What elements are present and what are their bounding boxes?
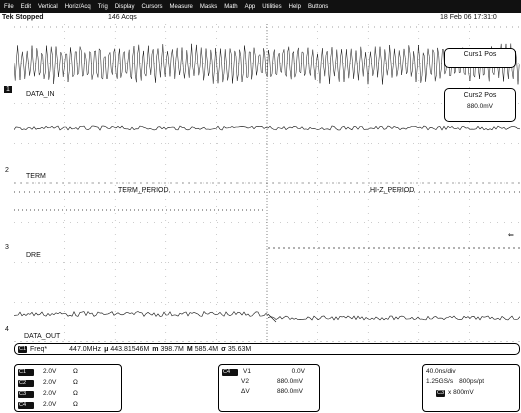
term-period-label: TERM_PERIOD — [118, 187, 169, 194]
timebase-panel[interactable]: 40.0ns/div 1.25GS/s 800ps/pt C3 x 800mV — [422, 364, 520, 412]
menu-measure[interactable]: Measure — [169, 3, 193, 10]
data-out-edge — [267, 313, 277, 323]
cursor-panel[interactable]: C4 V1 0.0V V2 880.0mV ΔV 880.0mV — [218, 364, 320, 412]
trace-label-data-out: DATA_OUT — [24, 333, 61, 340]
menu-edit[interactable]: Edit — [20, 3, 32, 10]
curs2-readout: Curs2 Pos 880.0mV — [444, 88, 516, 122]
ch3-impedance: Ω — [73, 390, 78, 397]
meas-mean: 443.81546M — [110, 345, 150, 353]
data-in-waveform — [13, 43, 520, 85]
hiz-period-label: HI-Z_PERIOD — [370, 187, 415, 194]
dre-low-trace — [13, 310, 269, 317]
curs2-label: Curs2 Pos — [463, 92, 497, 99]
acq-state: Tek Stopped — [2, 14, 44, 21]
sample-rate: 1.25GS/s — [426, 378, 454, 385]
ch2-scale: 2.0V — [43, 379, 57, 386]
curs1-label: Curs1 Pos — [463, 51, 497, 58]
data-out-trace — [267, 315, 521, 321]
ch4-scale: 2.0V — [43, 401, 57, 408]
menu-bar: File Edit Vertical Horiz/Acq Trig Displa… — [0, 0, 521, 13]
ch2-badge: C2 — [18, 380, 34, 387]
menu-math[interactable]: Math — [224, 3, 238, 10]
dv-value: 880.0mV — [276, 388, 303, 395]
trigger-source-badge: C3 — [436, 390, 446, 397]
trace-label-term: TERM — [26, 173, 46, 180]
curs1-readout: Curs1 Pos — [444, 48, 516, 68]
graticule — [13, 24, 521, 343]
ch4-impedance: Ω — [73, 401, 78, 408]
meas-min-symbol: m — [152, 345, 159, 353]
meas-max-symbol: M — [186, 345, 193, 353]
meas-channel-badge: C1 — [18, 345, 28, 353]
ch3-badge: C3 — [18, 391, 34, 398]
meas-sd: 35.63M — [227, 345, 252, 353]
channel-row-3[interactable]: C3 2.0V Ω — [18, 390, 78, 398]
menu-file[interactable]: File — [4, 3, 14, 10]
meas-sd-symbol: σ — [221, 345, 226, 353]
cursor-source-badge: C4 — [222, 369, 238, 376]
channel-row-2[interactable]: C2 2.0V Ω — [18, 379, 78, 387]
meas-mean-symbol: μ — [104, 345, 109, 353]
ch1-marker[interactable]: 1 — [4, 86, 12, 93]
ch3-scale: 2.0V — [43, 390, 57, 397]
menu-cursors[interactable]: Cursors — [141, 3, 163, 10]
menu-masks[interactable]: Masks — [199, 3, 218, 10]
resolution: 800ps/pt — [459, 378, 485, 385]
v1-value: 0.0V — [291, 368, 305, 375]
ch4-marker[interactable]: 4 — [5, 326, 9, 333]
measurement-bar: C1 Freq* 447.0MHz μ 443.81546M m 398.7M … — [14, 343, 520, 355]
trigger-level: x 800mV — [448, 389, 474, 396]
menu-utilities[interactable]: Utilities — [262, 3, 282, 10]
status-bar: Tek Stopped 146 Acqs 18 Feb 06 17:31:0 — [0, 13, 521, 24]
ch2-marker[interactable]: 2 — [5, 167, 9, 174]
channel-row-1[interactable]: C1 2.0V Ω — [18, 368, 78, 376]
channel-settings-panel[interactable]: C1 2.0V Ω C2 2.0V Ω C3 2.0V Ω C4 2.0V Ω — [14, 364, 122, 412]
meas-label: Freq* — [30, 345, 48, 353]
menu-app[interactable]: App — [244, 3, 256, 10]
ch2-impedance: Ω — [73, 379, 78, 386]
dv-label: ΔV — [241, 388, 250, 395]
curs2-value: 880.0mV — [466, 103, 494, 110]
menu-help[interactable]: Help — [288, 3, 301, 10]
trace-label-data-in: DATA_IN — [26, 91, 55, 98]
menu-trig[interactable]: Trig — [97, 3, 108, 10]
ch3-marker[interactable]: 3 — [5, 244, 9, 251]
menu-display[interactable]: Display — [114, 3, 135, 10]
channel-row-4[interactable]: C4 2.0V Ω — [18, 401, 78, 409]
ch3-offset-arrow-icon: ⇐ — [508, 232, 514, 239]
data-in-baseline — [13, 125, 521, 131]
ch1-badge: C1 — [18, 369, 34, 376]
acq-count: 146 Acqs — [108, 14, 137, 21]
trace-label-dre: DRE — [26, 252, 41, 259]
meas-min: 398.7M — [160, 345, 184, 353]
waveform-display[interactable]: DATA_IN TERM DRE DATA_OUT TERM_PERIOD HI… — [13, 24, 521, 343]
ch1-scale: 2.0V — [43, 368, 57, 375]
v1-label: V1 — [243, 368, 251, 375]
meas-max: 585.4M — [194, 345, 219, 353]
date-time: 18 Feb 06 17:31:0 — [440, 14, 497, 21]
ch4-badge: C4 — [18, 402, 34, 409]
v2-value: 880.0mV — [276, 378, 303, 385]
timebase-div: 40.0ns/div — [426, 368, 456, 375]
menu-horiz-acq[interactable]: Horiz/Acq — [64, 3, 91, 10]
ch1-impedance: Ω — [73, 368, 78, 375]
v2-label: V2 — [241, 378, 249, 385]
meas-value: 447.0MHz — [69, 345, 102, 353]
menu-vertical[interactable]: Vertical — [38, 3, 58, 10]
menu-buttons[interactable]: Buttons — [307, 3, 329, 10]
